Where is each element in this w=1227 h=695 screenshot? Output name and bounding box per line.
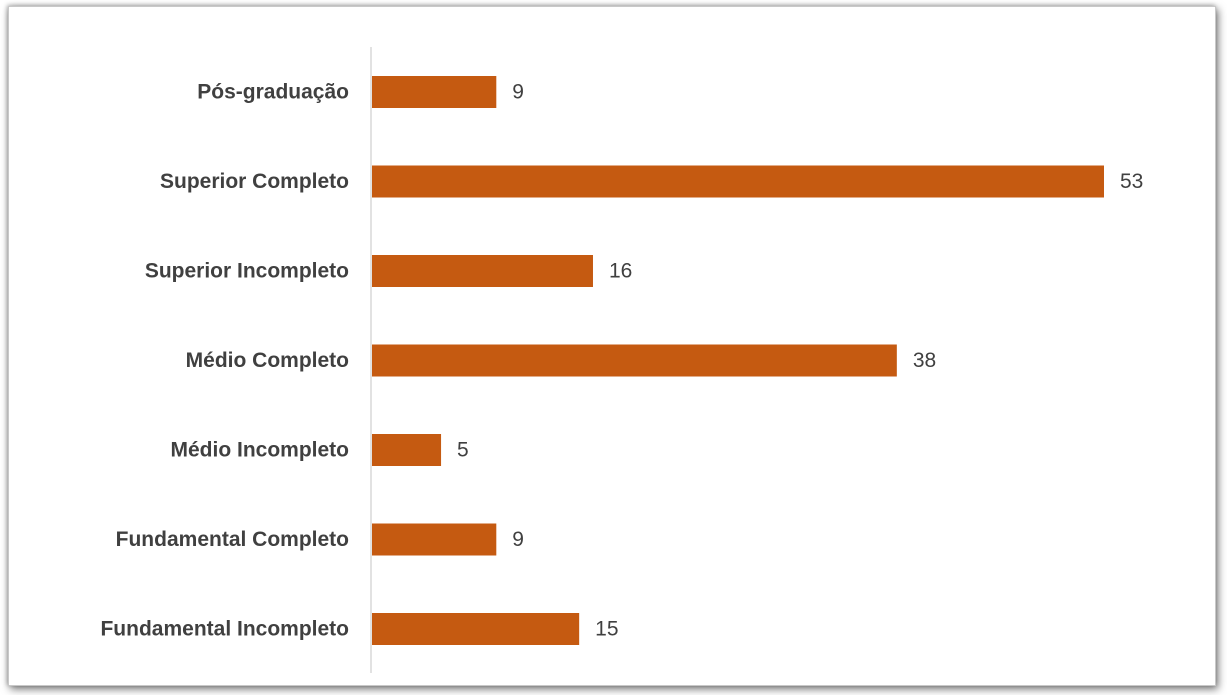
value-label-4: 5	[457, 439, 469, 462]
value-label-1: 53	[1120, 170, 1143, 193]
bar-5	[372, 523, 497, 556]
value-label-0: 9	[512, 81, 524, 104]
value-label-3: 38	[913, 349, 936, 372]
bar-4	[372, 434, 442, 466]
value-label-5: 9	[512, 528, 524, 551]
bar-chart: Pós-graduação Superior Completo Superior I…	[100, 47, 1143, 673]
category-label-1: Superior Completo	[160, 170, 349, 193]
bar-3	[372, 344, 897, 377]
value-label-6: 15	[595, 618, 618, 641]
bar-0	[372, 76, 497, 108]
bar-1	[372, 165, 1104, 198]
category-label-6: Fundamental Incompleto	[100, 618, 349, 641]
category-label-0: Pós-graduação	[197, 81, 349, 104]
bar-2	[372, 255, 593, 287]
category-label-2: Superior Incompleto	[145, 260, 349, 283]
value-label-2: 16	[609, 260, 632, 283]
bar-6	[372, 613, 580, 645]
category-label-3: Médio Completo	[186, 349, 349, 372]
category-labels-group: Pós-graduação Superior Completo Superior I…	[100, 81, 349, 641]
value-labels-group: 9 53 16 38 5 9 15	[457, 81, 1143, 641]
bars-group	[372, 76, 1104, 645]
category-label-4: Médio Incompleto	[171, 439, 350, 462]
chart-frame: Pós-graduação Superior Completo Superior I…	[8, 6, 1216, 686]
category-label-5: Fundamental Completo	[116, 528, 349, 551]
